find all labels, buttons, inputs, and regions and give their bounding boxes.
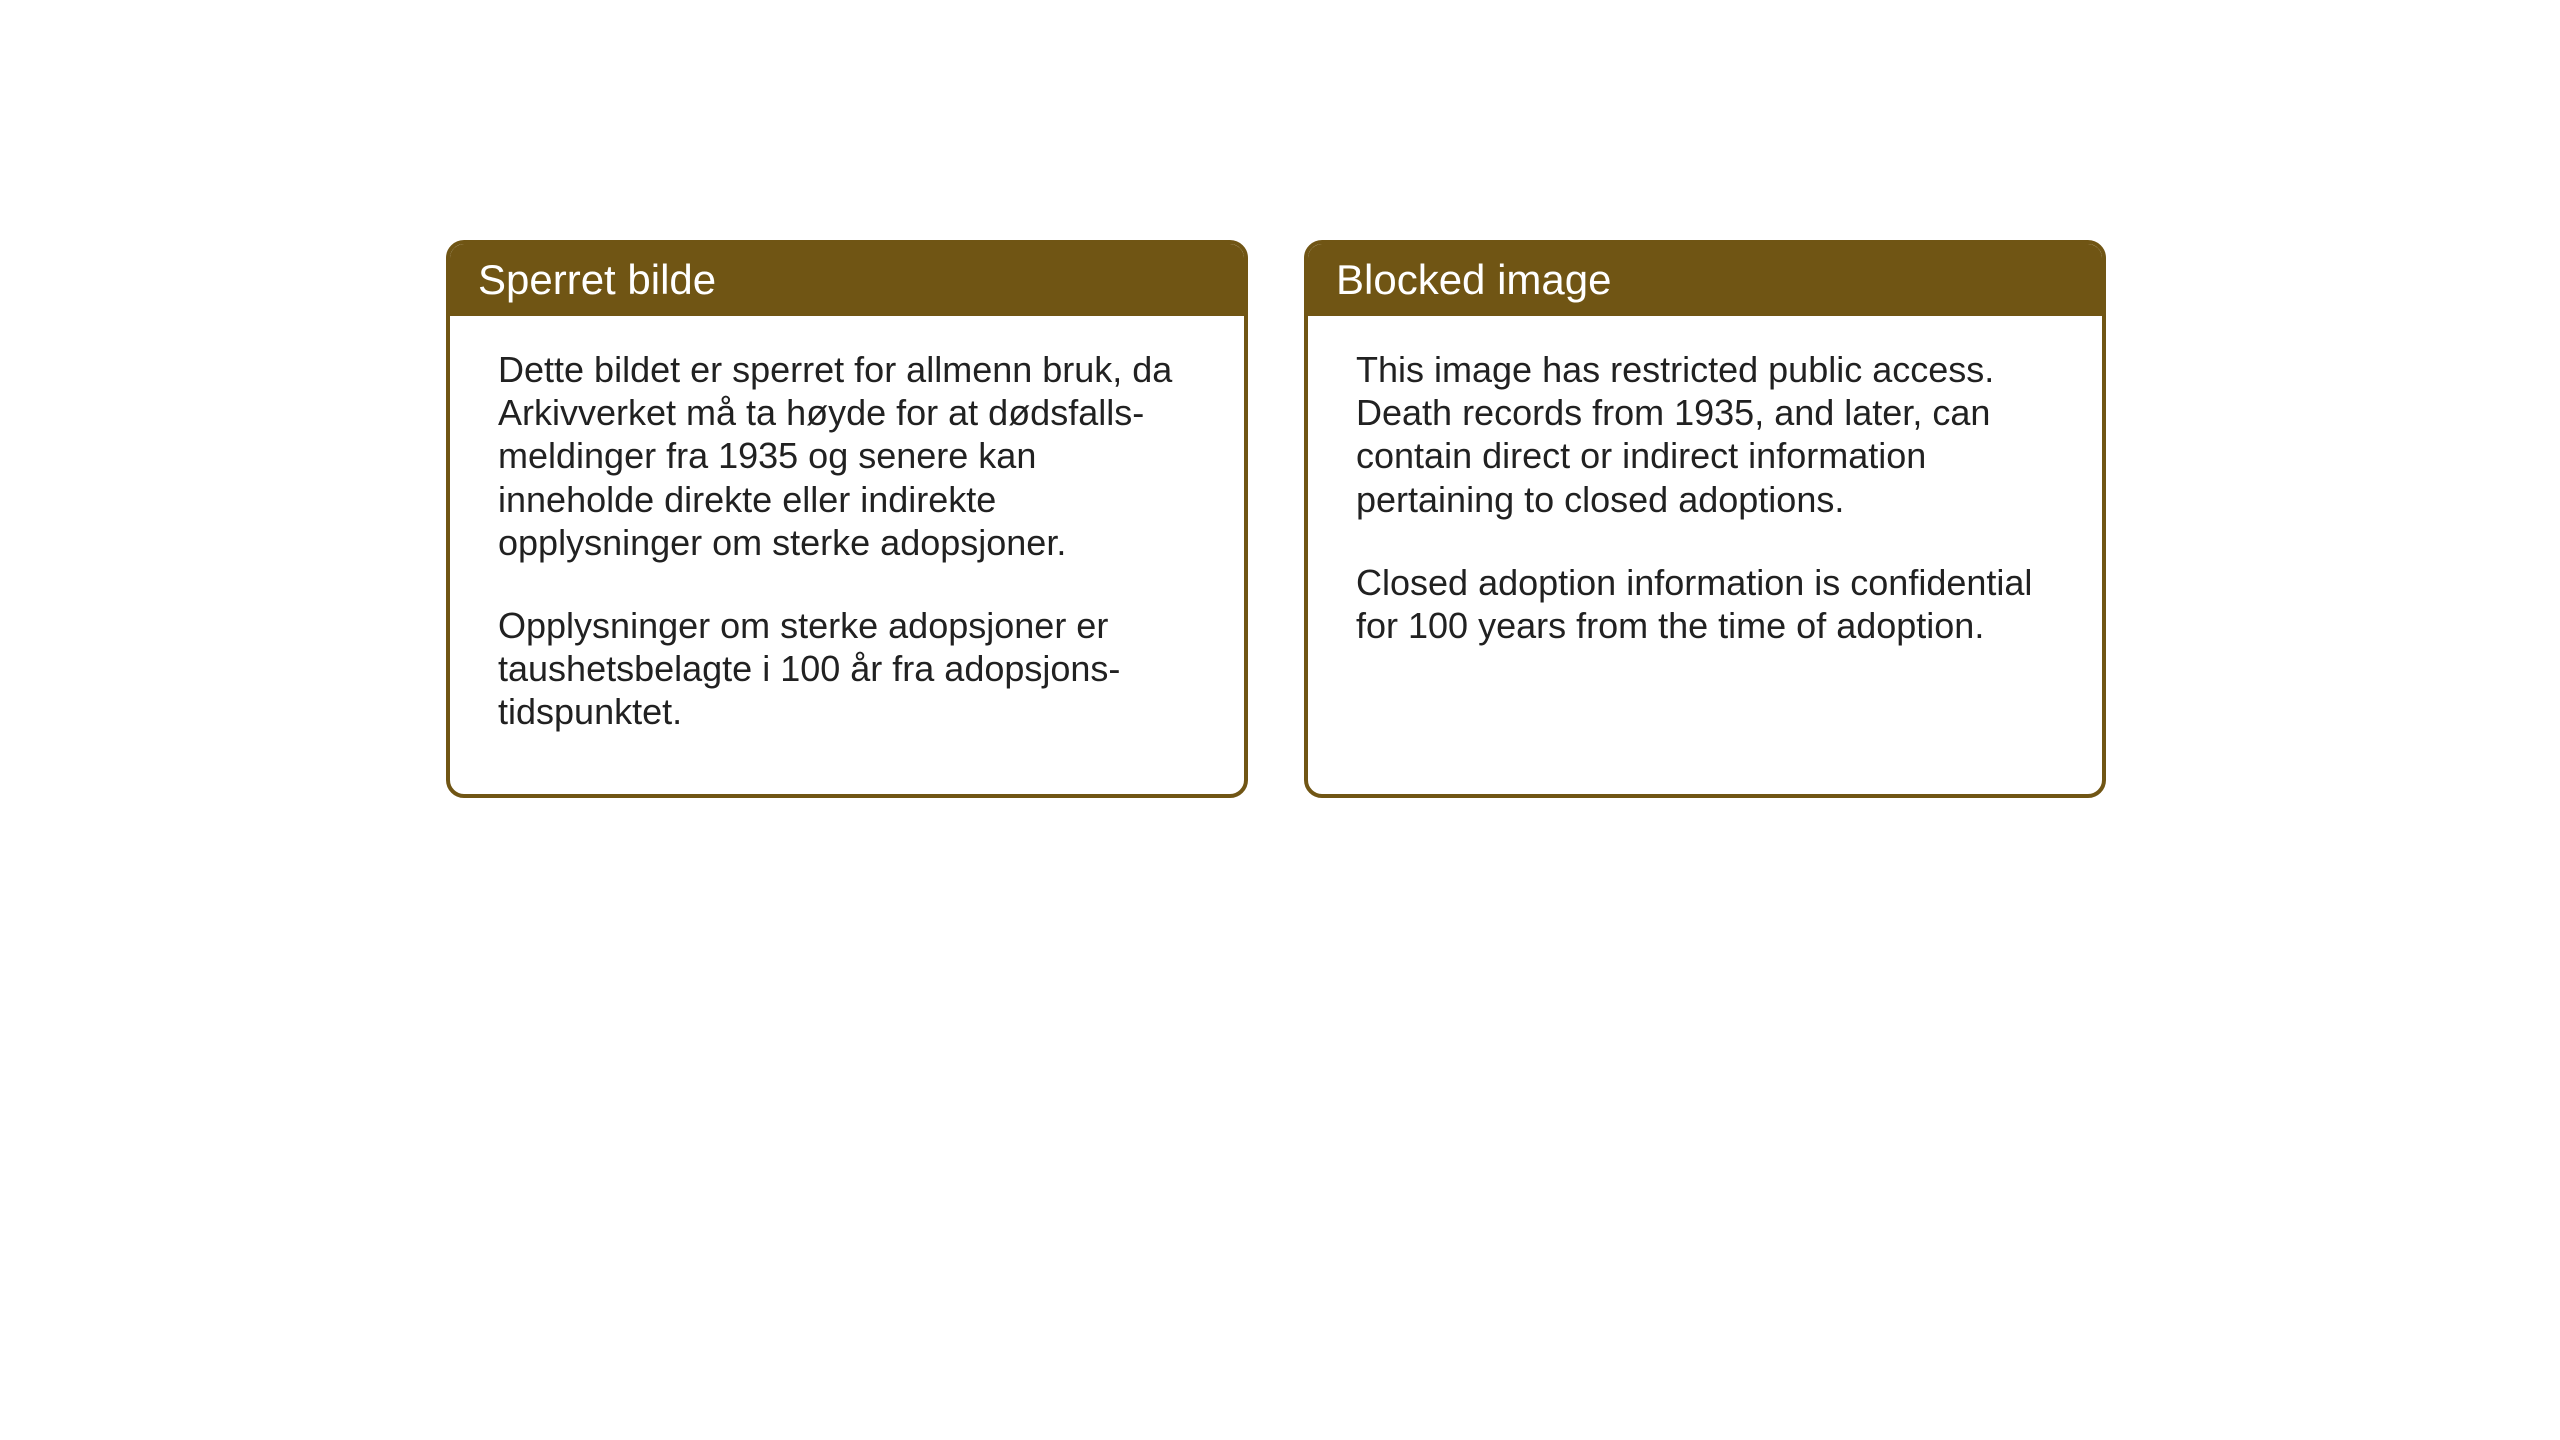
- notice-card-body: This image has restricted public access.…: [1308, 316, 2102, 707]
- notice-paragraph: Dette bildet er sperret for allmenn bruk…: [498, 348, 1196, 564]
- notice-card-title: Blocked image: [1336, 256, 1611, 303]
- notice-cards-container: Sperret bilde Dette bildet er sperret fo…: [446, 240, 2106, 798]
- notice-card-header: Blocked image: [1308, 244, 2102, 316]
- notice-paragraph: Closed adoption information is confident…: [1356, 561, 2054, 647]
- notice-card-title: Sperret bilde: [478, 256, 716, 303]
- notice-card-header: Sperret bilde: [450, 244, 1244, 316]
- notice-paragraph: Opplysninger om sterke adopsjoner er tau…: [498, 604, 1196, 734]
- notice-card-norwegian: Sperret bilde Dette bildet er sperret fo…: [446, 240, 1248, 798]
- notice-paragraph: This image has restricted public access.…: [1356, 348, 2054, 521]
- notice-card-body: Dette bildet er sperret for allmenn bruk…: [450, 316, 1244, 794]
- notice-card-english: Blocked image This image has restricted …: [1304, 240, 2106, 798]
